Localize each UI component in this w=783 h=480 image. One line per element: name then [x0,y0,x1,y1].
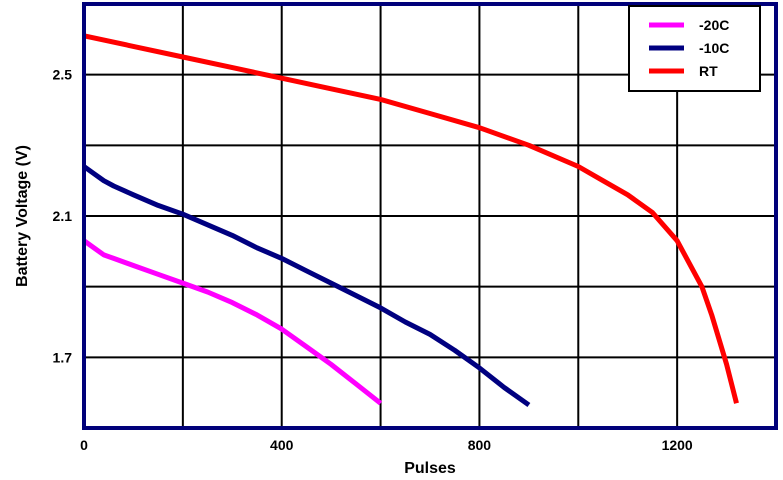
series-line-20c [82,238,383,406]
y-tick-label: 2.5 [53,67,73,83]
x-tick-label: 800 [468,437,492,453]
series-line-rt [83,33,739,404]
legend-label: RT [699,63,718,79]
x-tick-label: 1200 [662,437,693,453]
legend-label: -10C [699,40,729,56]
y-axis-label: Battery Voltage (V) [14,145,31,287]
x-tick-label: 400 [270,437,294,453]
x-axis-ticks: 0 400 800 1200 [80,437,693,453]
x-axis-label: Pulses [404,460,456,477]
plot-area-frame [82,2,778,430]
x-tick-label: 0 [80,437,88,453]
series-line-10c [82,164,531,408]
legend-label: -20C [699,17,729,33]
y-tick-label: 1.7 [53,349,73,365]
legend-entries: -20C -10C RT [649,17,729,79]
y-axis-ticks: 1.7 2.1 2.5 [53,67,73,366]
series-lines [82,33,739,408]
legend-box [628,5,761,92]
y-tick-label: 2.1 [53,208,73,224]
legend: -20C -10C RT [628,5,761,92]
